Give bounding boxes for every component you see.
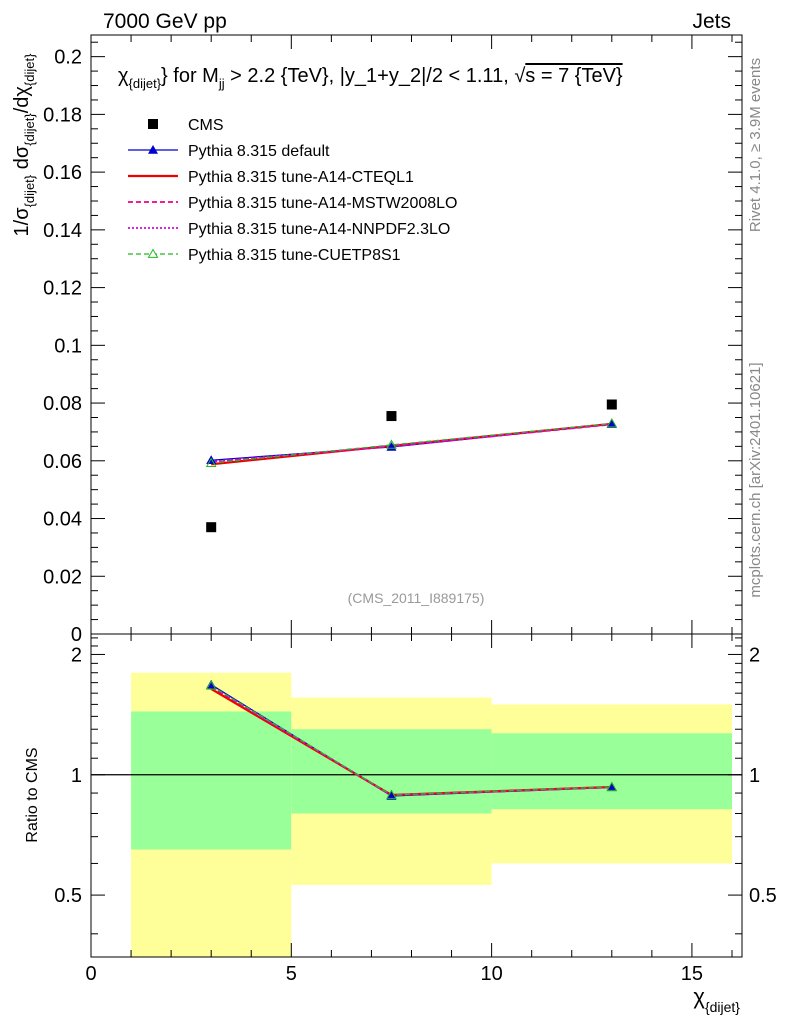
- marker-cuetp: [606, 418, 618, 428]
- marker-cuetp: [205, 457, 217, 467]
- y-title-sub1: {dijet}: [22, 174, 37, 207]
- y-tick-label: 0.16: [43, 162, 82, 184]
- header-right: Jets: [692, 10, 731, 33]
- legend-marker-cms: [148, 119, 158, 129]
- x-axis-title: χ{dijet}: [693, 984, 740, 1015]
- x-tick-label: 5: [286, 963, 297, 985]
- ratio-y-tick-label-right: 1: [749, 765, 760, 787]
- y-tick-label: 0.14: [43, 220, 82, 242]
- mcplots-label: mcplots.cern.ch [arXiv:2401.10621]: [747, 362, 764, 597]
- ratio-frame: [90, 633, 743, 958]
- y-tick-label: 0: [71, 624, 82, 646]
- plot-title: χ{dijet}} for Mjj > 2.2 {TeV}, |y_1+y_2|…: [118, 65, 623, 91]
- legend-label-default: Pythia 8.315 default: [188, 143, 330, 160]
- title-chi: χ: [118, 65, 129, 87]
- legend-marker-cuetp: [147, 248, 159, 258]
- ratio-band-green-2: [491, 733, 732, 810]
- y-tick-label: 0.2: [54, 47, 82, 69]
- x-tick-label: 0: [85, 963, 96, 985]
- y-tick-label: 0.1: [54, 335, 82, 357]
- legend-label-cuetp: Pythia 8.315 tune-CUETP8S1: [188, 247, 401, 264]
- legend-marker-default: [148, 145, 158, 154]
- ratio-band-green-0: [131, 711, 292, 850]
- ratio-y-tick-label: 0.5: [54, 885, 82, 907]
- ratio-marker-default: [606, 782, 617, 792]
- ratio-y-tick-label-right: 0.5: [749, 885, 777, 907]
- ratio-marker-cuetp: [386, 789, 397, 799]
- marker-cuetp: [386, 439, 397, 449]
- cms-data-point: [606, 399, 617, 410]
- ratio-marker-cuetp: [205, 680, 217, 690]
- header-left: 7000 GeV pp: [103, 10, 227, 33]
- series-line-cuetp: [211, 422, 612, 464]
- marker-default: [606, 419, 617, 428]
- ratio-marker-default: [386, 790, 397, 800]
- x-tick-label: 15: [681, 963, 703, 985]
- y-tick-label: 0.08: [43, 393, 82, 415]
- legend: CMS Pythia 8.315 default Pythia 8.315 tune…: [128, 117, 457, 264]
- y-tick-label: 0.18: [43, 104, 82, 126]
- ratio-y-tick-label: 1: [71, 765, 82, 787]
- y-tick-label: 0.12: [43, 278, 82, 300]
- x-title-sub: {dijet}: [705, 999, 740, 1015]
- ratio-marker-cuetp: [606, 781, 618, 791]
- title-sqrt: √: [514, 65, 525, 87]
- y-tick-label: 0.02: [43, 566, 82, 588]
- title-s-part: s = 7 {TeV}: [525, 65, 623, 87]
- y-title-part3: /dχ: [11, 86, 33, 114]
- y-tick-label: 0.06: [43, 451, 82, 473]
- svg-text:1/σ{dijet} dσ{dijet}/dχ{dijet}: 1/σ{dijet} dσ{dijet}/dχ{dijet}: [11, 53, 37, 237]
- y-title-part1: 1/σ: [11, 207, 33, 237]
- y-title-sub3: {dijet}: [22, 53, 37, 86]
- x-title-chi: χ: [693, 984, 705, 1009]
- ratio-line-nnpdf: [210, 685, 612, 797]
- legend-label-mstw: Pythia 8.315 tune-A14-MSTW2008LO: [188, 195, 457, 212]
- legend-label-nnpdf: Pythia 8.315 tune-A14-NNPDF2.3LO: [188, 221, 450, 238]
- legend-label-cms: CMS: [188, 117, 224, 134]
- ratio-band-green-1: [291, 729, 492, 814]
- title-chi-sub: {dijet}: [129, 76, 162, 91]
- y-axis-title: 1/σ{dijet} dσ{dijet}/dχ{dijet}: [11, 53, 37, 237]
- cms-data-point: [386, 411, 397, 422]
- ratio-panel: 0 5 10 15 0.5 0.5 1 1 2 2: [54, 633, 777, 985]
- analysis-watermark: (CMS_2011_I889175): [348, 590, 485, 606]
- x-tick-label: 10: [480, 963, 502, 985]
- ratio-ylabel: Ratio to CMS: [24, 747, 41, 842]
- y-tick-label: 0.04: [43, 509, 82, 531]
- main-panel: 0 0.02 0.04 0.06 0.08 0.1 0.12 0.14 0.16 0.18 0.2 C…: [43, 34, 743, 646]
- rivet-label: Rivet 4.1.0, ≥ 3.9M events: [747, 58, 764, 232]
- legend-label-cteql1: Pythia 8.315 tune-A14-CTEQL1: [188, 169, 414, 186]
- ratio-y-tick-label: 2: [71, 644, 82, 666]
- title-m-sub: jj: [218, 76, 225, 91]
- ratio-y-tick-label-right: 2: [749, 644, 760, 666]
- y-title-sub2: {dijet}: [22, 113, 37, 146]
- title-part2: > 2.2 {TeV}, |y_1+y_2|/2 < 1.11,: [225, 65, 515, 87]
- title-part1: } for M: [161, 65, 219, 87]
- y-title-part2: dσ: [11, 145, 33, 175]
- cms-data-point: [206, 522, 217, 533]
